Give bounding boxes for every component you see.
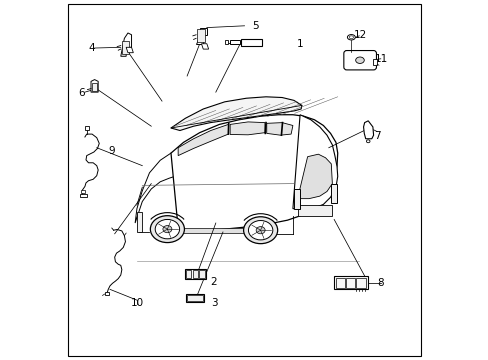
Ellipse shape (150, 216, 184, 243)
Bar (185, 270, 191, 278)
Ellipse shape (256, 226, 264, 234)
Polygon shape (137, 212, 142, 232)
Ellipse shape (348, 36, 353, 39)
Bar (372, 59, 376, 65)
Polygon shape (178, 125, 228, 156)
Bar (151, 228, 249, 233)
Text: 2: 2 (210, 277, 217, 287)
Bar (199, 270, 204, 278)
Polygon shape (196, 28, 206, 44)
Text: 12: 12 (353, 30, 366, 40)
Text: 11: 11 (374, 54, 387, 64)
Bar (187, 295, 203, 301)
Ellipse shape (248, 221, 272, 240)
Bar (197, 30, 204, 42)
Bar (335, 278, 344, 288)
Polygon shape (363, 121, 373, 139)
Ellipse shape (243, 217, 277, 244)
Polygon shape (171, 97, 301, 131)
Polygon shape (230, 122, 264, 135)
Bar (293, 189, 300, 210)
Bar (298, 205, 332, 216)
Bar (345, 278, 354, 288)
Bar (241, 39, 262, 45)
Ellipse shape (355, 57, 364, 63)
Polygon shape (292, 115, 337, 209)
Bar (192, 270, 198, 278)
Text: 4: 4 (88, 43, 94, 53)
Polygon shape (126, 47, 133, 53)
Ellipse shape (155, 220, 179, 239)
Bar (333, 276, 367, 289)
Polygon shape (171, 115, 337, 230)
Bar (186, 294, 204, 302)
Bar (81, 190, 84, 193)
Polygon shape (91, 80, 98, 92)
Polygon shape (201, 44, 208, 49)
Bar (230, 40, 240, 44)
Polygon shape (121, 33, 131, 56)
Bar (85, 126, 89, 130)
Polygon shape (135, 148, 192, 223)
Text: 9: 9 (108, 146, 115, 156)
Bar (104, 292, 109, 296)
Text: 10: 10 (130, 298, 143, 308)
Bar (355, 278, 366, 288)
Text: 6: 6 (78, 88, 85, 98)
Text: 7: 7 (373, 131, 380, 141)
Bar (224, 40, 227, 44)
Text: 8: 8 (377, 278, 383, 288)
Ellipse shape (346, 35, 355, 40)
Text: 5: 5 (251, 21, 258, 31)
Polygon shape (297, 154, 332, 199)
Bar (92, 83, 97, 91)
FancyBboxPatch shape (343, 50, 376, 70)
Text: 1: 1 (296, 39, 303, 49)
Bar (330, 184, 336, 203)
Bar (80, 194, 86, 197)
Bar (184, 269, 206, 279)
Bar (122, 41, 129, 54)
Ellipse shape (163, 226, 171, 233)
Polygon shape (266, 123, 292, 135)
Text: 3: 3 (210, 298, 217, 308)
Ellipse shape (366, 140, 369, 143)
